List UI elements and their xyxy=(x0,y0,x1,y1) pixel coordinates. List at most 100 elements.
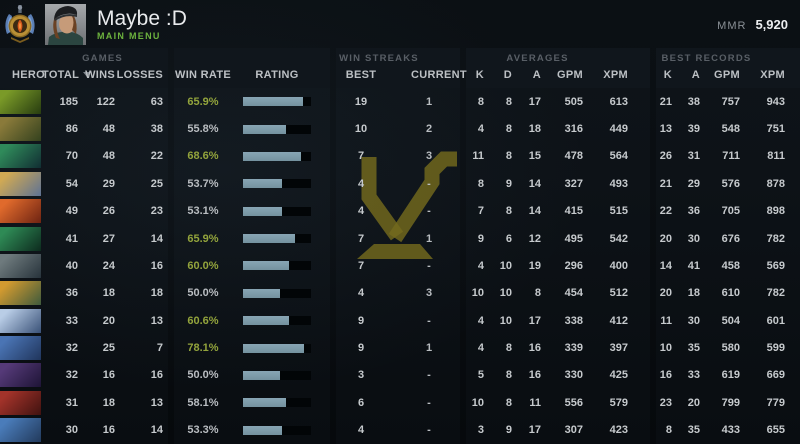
col-avg-d[interactable]: D xyxy=(503,69,512,81)
losses: 25 xyxy=(150,177,163,190)
table-row[interactable]: 70 48 22 68.6% 7 3 11 8 15 478 564 26 31… xyxy=(0,143,800,170)
best-assists: 35 xyxy=(687,342,700,355)
col-best-k[interactable]: K xyxy=(663,69,672,81)
best-gpm: 799 xyxy=(721,396,740,409)
total-games: 36 xyxy=(65,287,78,300)
best-kills: 16 xyxy=(659,369,672,382)
col-rating[interactable]: RATING xyxy=(255,69,299,81)
table-row[interactable]: 185 122 63 65.9% 19 1 8 8 17 505 613 21 … xyxy=(0,88,800,115)
col-win-rate[interactable]: WIN RATE xyxy=(175,69,231,81)
win-rate: 68.6% xyxy=(187,150,219,163)
best-xpm: 878 xyxy=(766,177,785,190)
best-assists: 33 xyxy=(687,369,700,382)
col-streak-current[interactable]: CURRENT xyxy=(411,69,467,81)
earthshaker-hero-icon xyxy=(0,117,41,142)
best-xpm: 655 xyxy=(766,424,785,437)
rating-bar-fill xyxy=(243,343,304,353)
col-losses[interactable]: LOSSES xyxy=(116,69,163,81)
avg-deaths: 10 xyxy=(499,287,512,300)
best-gpm: 458 xyxy=(721,259,740,272)
rating-bar-fill xyxy=(243,234,295,244)
best-gpm: 610 xyxy=(721,287,740,300)
main-menu-link[interactable]: MAIN MENU xyxy=(97,30,161,41)
avatar[interactable] xyxy=(45,3,86,45)
losses: 7 xyxy=(156,342,163,355)
rating-bar-fill xyxy=(243,151,302,161)
rating-bar-fill xyxy=(243,206,283,216)
win-rate: 60.6% xyxy=(187,314,219,327)
best-xpm: 943 xyxy=(766,95,785,108)
table-row[interactable]: 86 48 38 55.8% 10 2 4 8 18 316 449 13 39… xyxy=(0,115,800,142)
best-assists: 29 xyxy=(687,177,700,190)
table-row[interactable]: 49 26 23 53.1% 4 - 7 8 14 415 515 22 36 … xyxy=(0,198,800,225)
sort-caret-icon xyxy=(83,72,92,77)
avg-assists: 17 xyxy=(528,314,541,327)
win-rate: 65.9% xyxy=(187,232,219,245)
win-rate: 78.1% xyxy=(187,342,219,355)
avg-xpm: 425 xyxy=(609,369,628,382)
table-row[interactable]: 40 24 16 60.0% 7 - 4 10 19 296 400 14 41… xyxy=(0,252,800,279)
current-streak: 2 xyxy=(425,123,433,136)
table-row[interactable]: 32 16 16 50.0% 3 - 5 8 16 330 425 16 33 … xyxy=(0,362,800,389)
avg-deaths: 6 xyxy=(505,232,512,245)
col-avg-a[interactable]: A xyxy=(532,69,541,81)
win-rate: 65.9% xyxy=(187,95,219,108)
losses: 14 xyxy=(150,424,163,437)
table-row[interactable]: 41 27 14 65.9% 7 1 9 6 12 495 542 20 30 … xyxy=(0,225,800,252)
table-row[interactable]: 33 20 13 60.6% 9 - 4 10 17 338 412 11 30… xyxy=(0,307,800,334)
col-best-a[interactable]: A xyxy=(691,69,700,81)
necrophos-hero-icon xyxy=(0,144,41,169)
col-avg-k[interactable]: K xyxy=(475,69,484,81)
best-xpm: 811 xyxy=(767,150,785,163)
rating-bar-fill xyxy=(243,316,289,326)
col-hero[interactable]: HERO xyxy=(12,69,45,81)
table-row[interactable]: 31 18 13 58.1% 6 - 10 8 11 556 579 23 20… xyxy=(0,389,800,416)
rating-bar xyxy=(243,151,311,161)
win-rate: 55.8% xyxy=(187,123,219,136)
current-streak: - xyxy=(427,259,431,272)
col-avg-gpm[interactable]: GPM xyxy=(557,69,583,81)
best-kills: 20 xyxy=(659,287,672,300)
avg-deaths: 8 xyxy=(505,342,512,355)
mmr-label: MMR xyxy=(717,19,747,32)
avg-assists: 17 xyxy=(528,424,541,437)
best-xpm: 599 xyxy=(766,342,785,355)
current-streak: - xyxy=(427,369,431,382)
col-avg-xpm[interactable]: XPM xyxy=(603,69,628,81)
best-gpm: 711 xyxy=(722,150,740,163)
rating-bar xyxy=(243,398,311,408)
avg-gpm: 296 xyxy=(564,259,583,272)
col-streak-best[interactable]: BEST xyxy=(345,69,377,81)
current-streak: 3 xyxy=(425,150,433,163)
col-total-sort[interactable]: TOTAL xyxy=(42,69,92,81)
col-best-gpm[interactable]: GPM xyxy=(714,69,740,81)
rating-bar xyxy=(243,179,311,189)
losses: 63 xyxy=(150,95,163,108)
total-games: 40 xyxy=(65,259,78,272)
averages-group-label: AVERAGES xyxy=(506,53,569,64)
avg-gpm: 478 xyxy=(564,150,583,163)
total-games: 32 xyxy=(65,342,78,355)
avg-gpm: 339 xyxy=(564,342,583,355)
avg-xpm: 412 xyxy=(609,314,628,327)
col-wins[interactable]: WINS xyxy=(85,69,115,81)
best-streak: 7 xyxy=(357,232,365,245)
avg-assists: 16 xyxy=(528,342,541,355)
best-xpm: 898 xyxy=(766,205,785,218)
wins: 122 xyxy=(96,95,115,108)
rating-bar xyxy=(243,124,311,134)
wins: 16 xyxy=(102,424,115,437)
table-row[interactable]: 54 29 25 53.7% 4 - 8 9 14 327 493 21 29 … xyxy=(0,170,800,197)
avg-kills: 3 xyxy=(477,424,484,437)
table-row[interactable]: 32 25 7 78.1% 9 1 4 8 16 339 397 10 35 5… xyxy=(0,334,800,361)
col-best-xpm[interactable]: XPM xyxy=(760,69,785,81)
faceless-void-hero-icon xyxy=(0,363,41,388)
win-rate: 50.0% xyxy=(187,369,219,382)
header-panel-records xyxy=(656,48,800,88)
wins: 48 xyxy=(102,150,115,163)
avg-xpm: 512 xyxy=(609,287,628,300)
table-row[interactable]: 30 16 14 53.3% 4 - 3 9 17 307 423 8 35 4… xyxy=(0,417,800,444)
table-row[interactable]: 36 18 18 50.0% 4 3 10 10 8 454 512 20 18… xyxy=(0,280,800,307)
best-xpm: 669 xyxy=(766,369,785,382)
avg-gpm: 505 xyxy=(564,95,583,108)
